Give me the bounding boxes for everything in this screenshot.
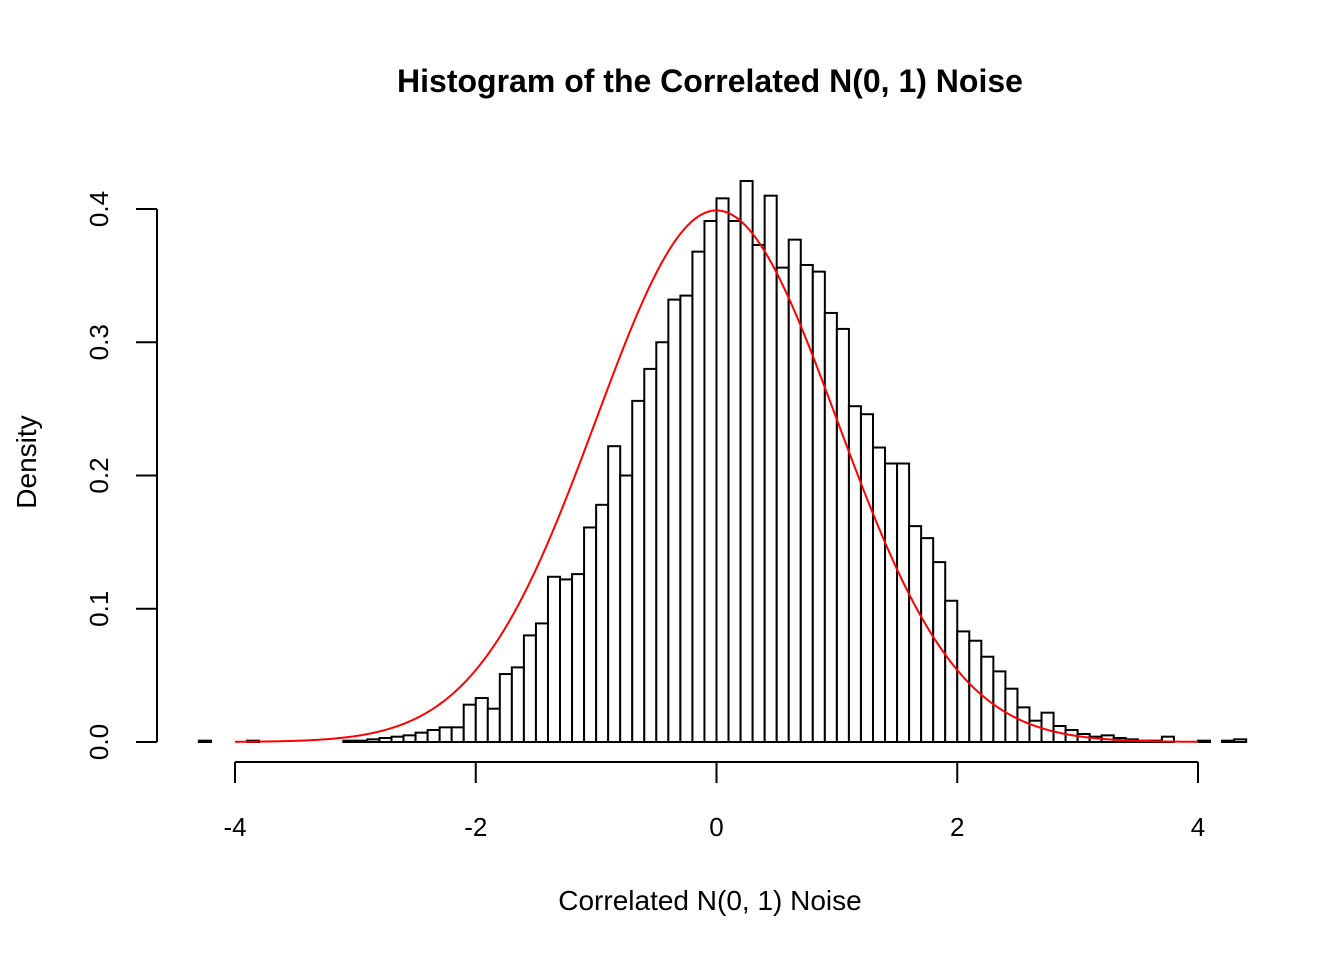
- histogram-bar: [908, 525, 923, 743]
- histogram-bar: [691, 250, 706, 743]
- histogram-bar: [402, 734, 417, 744]
- histogram-bar: [559, 578, 574, 743]
- x-tick-label: 4: [1191, 812, 1205, 842]
- histogram-bar: [811, 270, 826, 743]
- histogram-bar: [896, 462, 911, 743]
- y-tick-label: 0.1: [84, 591, 114, 627]
- histogram-bar: [787, 238, 802, 743]
- histogram-bar: [727, 219, 742, 744]
- x-tick-label: 2: [950, 812, 964, 842]
- histogram-bar: [1197, 739, 1212, 743]
- histogram-bar: [390, 735, 405, 743]
- bars-group: [197, 180, 1248, 744]
- y-tick-label: 0.2: [84, 457, 114, 493]
- histogram-bar: [884, 462, 899, 743]
- histogram-bar: [968, 639, 983, 743]
- normal-density-curve: [234, 209, 1199, 743]
- histogram-bar: [859, 413, 874, 743]
- histogram-bar: [474, 697, 489, 744]
- y-tick-label: 0.0: [84, 724, 114, 760]
- histogram-bar: [354, 739, 369, 743]
- histogram-bar: [342, 739, 357, 743]
- histogram-bar: [571, 573, 586, 743]
- histogram-bar: [607, 445, 622, 743]
- histogram-bar: [522, 634, 537, 744]
- histogram-bar: [450, 726, 465, 744]
- histogram-bar: [378, 737, 393, 743]
- histogram-bar: [751, 243, 766, 743]
- y-tick-label: 0.3: [84, 324, 114, 360]
- histogram-bar: [438, 726, 453, 744]
- x-tick-label: 0: [709, 812, 723, 842]
- histogram-bar: [1221, 739, 1236, 743]
- x-tick-label: -4: [223, 812, 246, 842]
- histogram-bar: [715, 197, 730, 743]
- histogram-bar: [414, 731, 429, 743]
- histogram-bar: [197, 739, 212, 743]
- histogram-bar: [823, 311, 838, 743]
- histogram-bar: [739, 180, 754, 743]
- histogram-bar: [486, 707, 501, 744]
- histogram-bar: [655, 341, 670, 743]
- histogram-bar: [775, 266, 790, 743]
- y-axis: 0.0 0.1 0.2 0.3 0.4: [84, 191, 158, 760]
- histogram-bar: [498, 673, 513, 743]
- histogram-bar: [835, 327, 850, 743]
- x-axis: -4 -2 0 2 4: [223, 761, 1205, 842]
- chart-title: Histogram of the Correlated N(0, 1) Nois…: [397, 63, 1023, 99]
- histogram-bar: [366, 738, 381, 744]
- y-axis-label: Density: [11, 415, 42, 508]
- histogram-bar: [1016, 706, 1031, 743]
- histogram-bar: [920, 537, 935, 743]
- histogram-bar: [679, 294, 694, 743]
- histogram-bar: [534, 622, 549, 743]
- y-tick-label: 0.4: [84, 191, 114, 227]
- histogram-bar: [944, 599, 959, 743]
- histogram-bar: [1233, 738, 1248, 744]
- histogram-bar: [667, 298, 682, 743]
- x-axis-label: Correlated N(0, 1) Noise: [558, 885, 861, 916]
- histogram-bar: [583, 526, 598, 743]
- histogram-bar: [426, 729, 441, 744]
- histogram-bar: [595, 503, 610, 743]
- histogram-bar: [799, 263, 814, 743]
- histogram-bar: [462, 703, 477, 744]
- histogram-bar: [871, 446, 887, 743]
- histogram-bar: [956, 630, 971, 744]
- histogram-bar: [631, 399, 646, 743]
- histogram-bar: [1040, 711, 1055, 743]
- histogram-bar: [703, 219, 718, 744]
- histogram-bar: [619, 474, 634, 743]
- histogram-bar: [643, 367, 658, 743]
- histogram-bar: [763, 194, 778, 743]
- histogram-bar: [546, 575, 562, 744]
- histogram-bar: [510, 666, 525, 744]
- x-tick-label: -2: [464, 812, 487, 842]
